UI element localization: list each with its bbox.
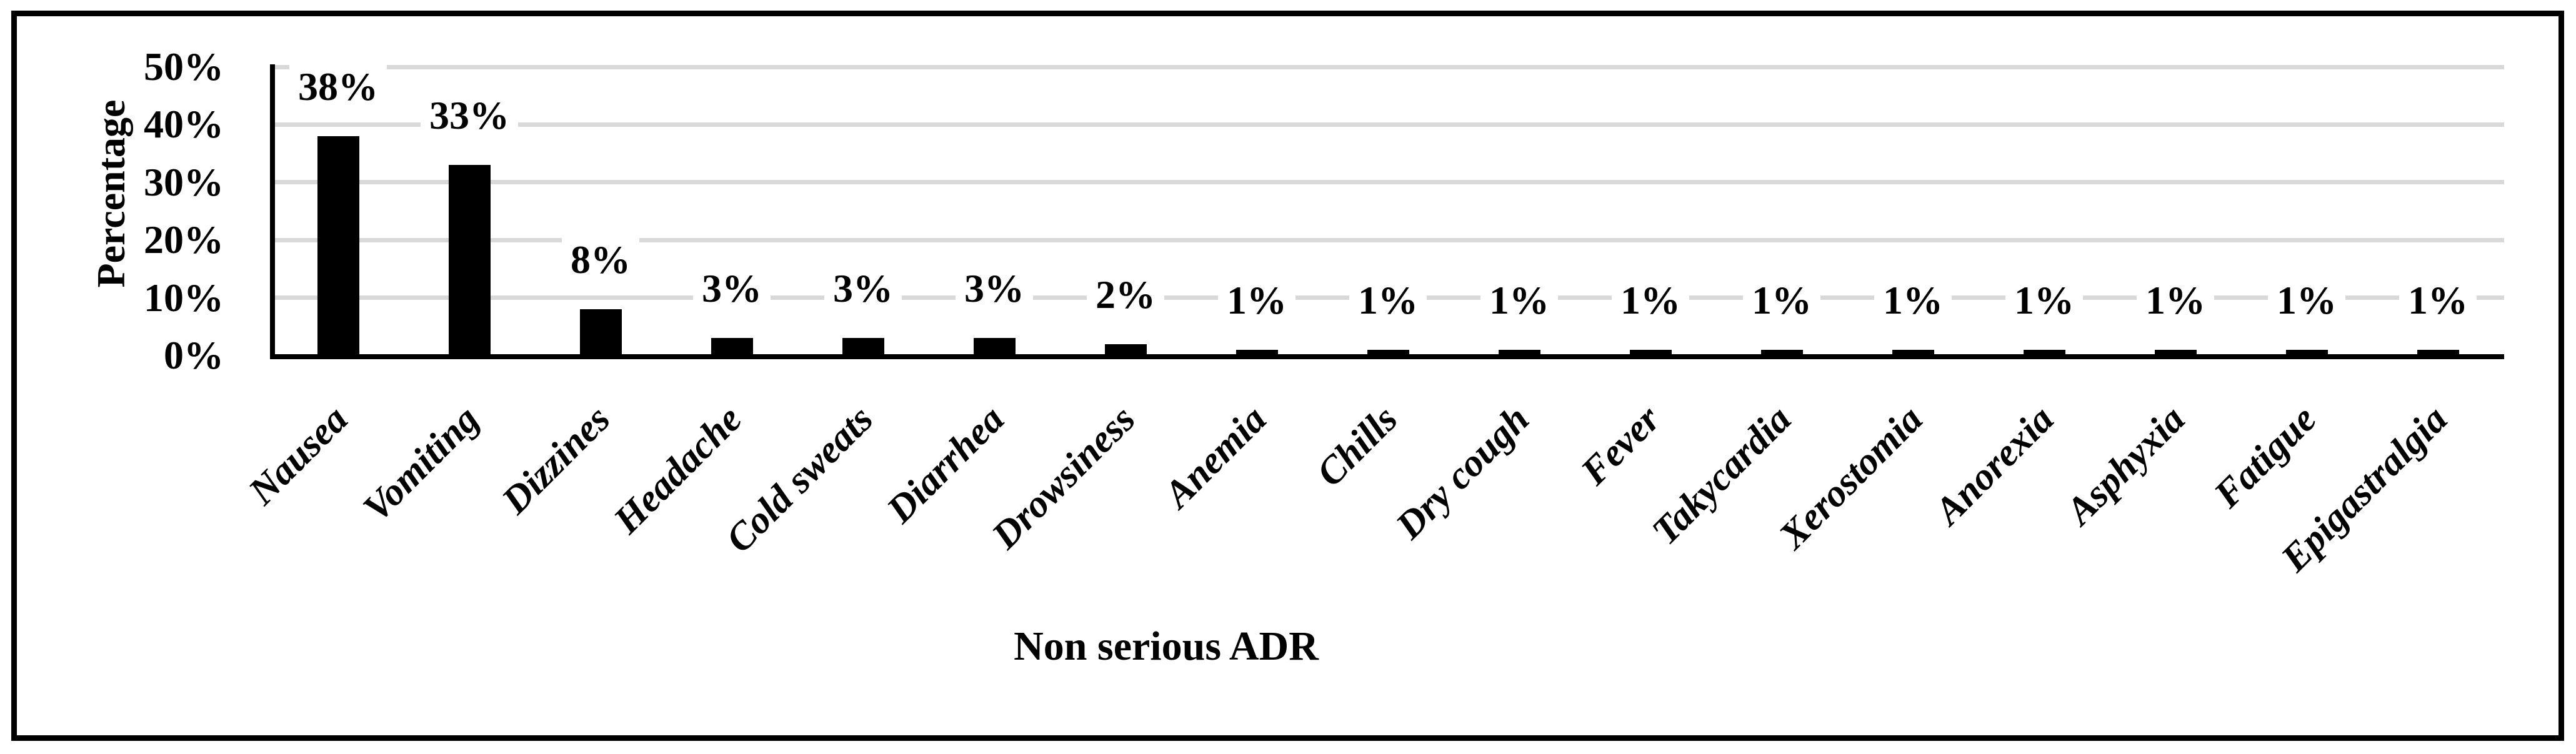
value-label-text: 3% <box>824 266 902 312</box>
value-label-text: 1% <box>1218 277 1295 323</box>
value-label-text: 1% <box>2399 277 2477 323</box>
value-label-vomiting: 33% <box>344 93 594 139</box>
gridline-40 <box>272 122 2504 127</box>
y-tick-40pct: 40% <box>144 102 224 147</box>
value-label-dizzines: 8% <box>476 237 726 283</box>
value-label-fever: 1% <box>1525 277 1775 323</box>
bar-vomiting <box>448 165 491 358</box>
value-label-text: 1% <box>1612 277 1689 323</box>
value-label-headache: 3% <box>607 266 857 312</box>
y-tick-30pct: 30% <box>144 159 224 204</box>
value-label-text: 33% <box>421 93 518 139</box>
y-tick-50pct: 50% <box>144 44 224 89</box>
value-label-anorexia: 1% <box>1919 277 2169 323</box>
figure-border <box>11 11 2564 741</box>
y-tick-0pct: 0% <box>164 333 224 377</box>
value-label-text: 1% <box>1480 277 1558 323</box>
value-label-text: 1% <box>2005 277 2083 323</box>
y-tick-20pct: 20% <box>144 217 224 262</box>
value-label-fatigue: 1% <box>2182 277 2432 323</box>
gridline-50 <box>272 64 2504 69</box>
y-tick-10pct: 10% <box>144 275 224 320</box>
value-label-drowsiness: 2% <box>1001 272 1251 317</box>
value-label-text: 1% <box>2137 277 2214 323</box>
value-label-anemia: 1% <box>1132 277 1382 323</box>
x-axis-line <box>270 354 2504 359</box>
value-label-xerostomia: 1% <box>1788 277 2038 323</box>
gridline-30 <box>272 180 2504 185</box>
value-label-text: 38% <box>289 64 387 109</box>
value-label-text: 2% <box>1087 272 1164 317</box>
value-label-text: 3% <box>693 266 771 312</box>
value-label-text: 1% <box>1743 277 1820 323</box>
gridline-20 <box>272 237 2504 242</box>
value-label-dry-cough: 1% <box>1394 277 1644 323</box>
bar-nausea <box>317 136 359 358</box>
value-label-text: 1% <box>1349 277 1427 323</box>
value-label-nausea: 38% <box>213 64 463 109</box>
bar-dizzines <box>579 309 622 358</box>
value-label-text: 3% <box>956 266 1033 312</box>
value-label-chills: 1% <box>1263 277 1513 323</box>
value-label-asphyxia: 1% <box>2050 277 2300 323</box>
value-label-takycardia: 1% <box>1657 277 1907 323</box>
y-axis-line <box>270 64 275 357</box>
value-label-cold-sweats: 3% <box>738 266 988 312</box>
x-axis-title: Non serious ADR <box>1014 623 1319 669</box>
value-label-epigastralgia: 1% <box>2313 277 2563 323</box>
value-label-text: 1% <box>1874 277 1952 323</box>
value-label-text: 8% <box>562 237 639 283</box>
value-label-text: 1% <box>2268 277 2345 323</box>
value-label-diarrhea: 3% <box>869 266 1119 312</box>
